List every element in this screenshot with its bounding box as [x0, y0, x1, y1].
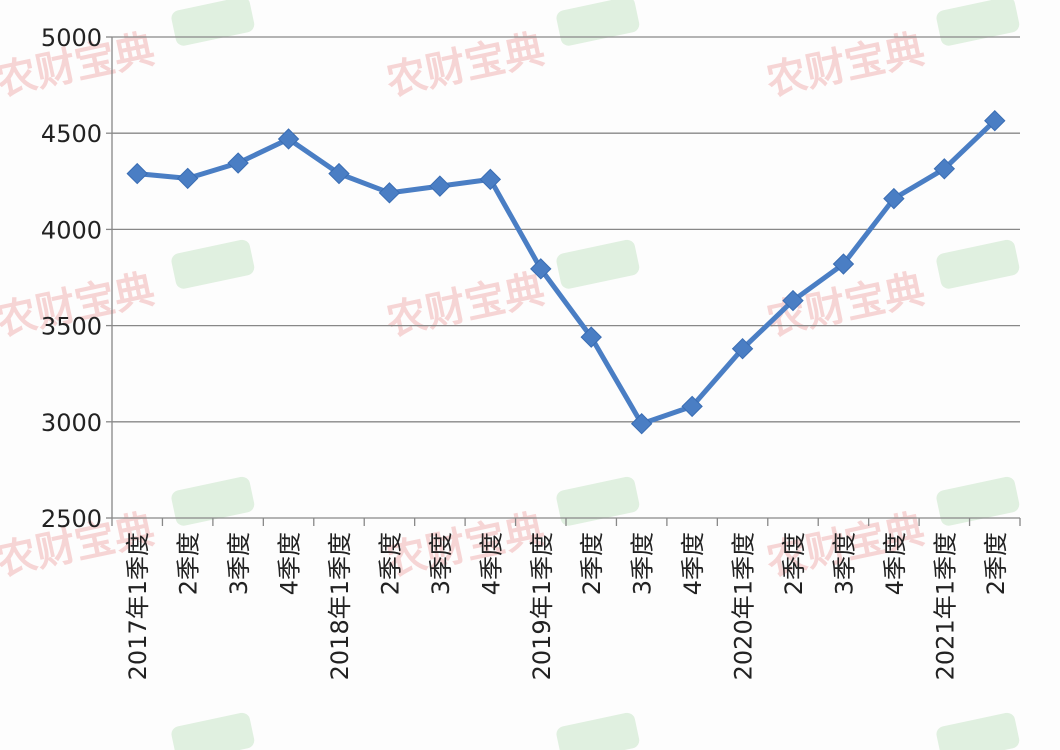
data-point-13	[782, 289, 804, 312]
data-point-1	[176, 167, 199, 190]
data-point-3	[277, 128, 300, 150]
y-tick-label-2500: 2500	[41, 505, 102, 533]
data-point-8	[530, 258, 552, 280]
data-point-17	[984, 109, 1006, 132]
data-point-6	[429, 175, 451, 197]
x-tick-label-3: 4季度	[276, 532, 304, 595]
x-tick-label-6: 3季度	[427, 532, 455, 595]
watermark-badge-icon	[936, 0, 1020, 46]
watermark-badge-icon	[556, 0, 640, 46]
data-point-10	[630, 413, 653, 435]
x-tick-label-4: 2018年1季度	[326, 532, 354, 680]
y-axis-tick-labels: 2500 3000 3500 4000 4500 5000	[41, 24, 102, 533]
data-point-2	[227, 152, 249, 174]
x-tick-label-1: 2季度	[175, 532, 203, 595]
x-tick-label-9: 2季度	[578, 532, 606, 595]
y-tick-label-3500: 3500	[41, 313, 102, 341]
watermark-badge-icon	[556, 712, 640, 750]
data-point-15	[883, 187, 905, 210]
data-point-16	[933, 158, 956, 180]
data-point-5	[378, 182, 401, 204]
data-point-11	[681, 395, 703, 418]
x-tick-label-7: 4季度	[477, 532, 505, 595]
x-tick-label-15: 4季度	[881, 532, 909, 595]
watermark-badge-icon	[171, 712, 255, 750]
y-tick-label-4000: 4000	[41, 216, 102, 244]
watermark-badge-icon	[936, 476, 1020, 526]
y-tick-label-4500: 4500	[41, 120, 102, 148]
x-tick-label-13: 2季度	[780, 532, 808, 595]
x-tick-label-17: 2季度	[982, 532, 1010, 595]
x-tick-label-2: 3季度	[225, 532, 253, 595]
x-tick-label-11: 4季度	[679, 532, 707, 595]
x-tick-label-0: 2017年1季度	[124, 532, 152, 680]
data-point-4	[328, 162, 350, 185]
data-point-7	[479, 168, 502, 191]
x-tick-label-12: 2020年1季度	[730, 532, 758, 680]
y-tick-label-3000: 3000	[41, 409, 102, 437]
watermark-badge-icon	[936, 712, 1020, 750]
y-tick-label-5000: 5000	[41, 24, 102, 52]
x-tick-label-8: 2019年1季度	[528, 532, 556, 680]
watermark-badge-icon	[556, 239, 640, 289]
data-point-12	[731, 337, 754, 360]
x-tick-label-14: 3季度	[830, 532, 858, 595]
data-point-0	[126, 162, 148, 185]
series-layer	[126, 109, 1006, 435]
x-axis-tick-labels: 2017年1季度 2季度 3季度 4季度 2018年1季度 2季度 3季度 4季度 2019年1…	[124, 532, 1010, 680]
watermark-badge-icon	[556, 476, 640, 526]
data-point-14	[832, 253, 855, 275]
watermark-badge-icon	[171, 239, 255, 289]
x-tick-label-5: 2季度	[376, 532, 404, 595]
axes	[106, 36, 1021, 526]
watermark-text: 农财宝典	[383, 267, 549, 345]
data-point-9	[580, 326, 602, 348]
series-line-0	[136, 118, 997, 427]
x-tick-label-16: 2021年1季度	[931, 532, 959, 680]
watermark-badge-icon	[936, 239, 1020, 289]
watermark-badge-icon	[171, 476, 255, 526]
watermark-badge-icon	[171, 0, 255, 46]
watermark-text: 农财宝典	[383, 27, 549, 105]
watermark-text: 农财宝典	[763, 27, 929, 105]
x-tick-label-10: 3季度	[629, 532, 657, 595]
